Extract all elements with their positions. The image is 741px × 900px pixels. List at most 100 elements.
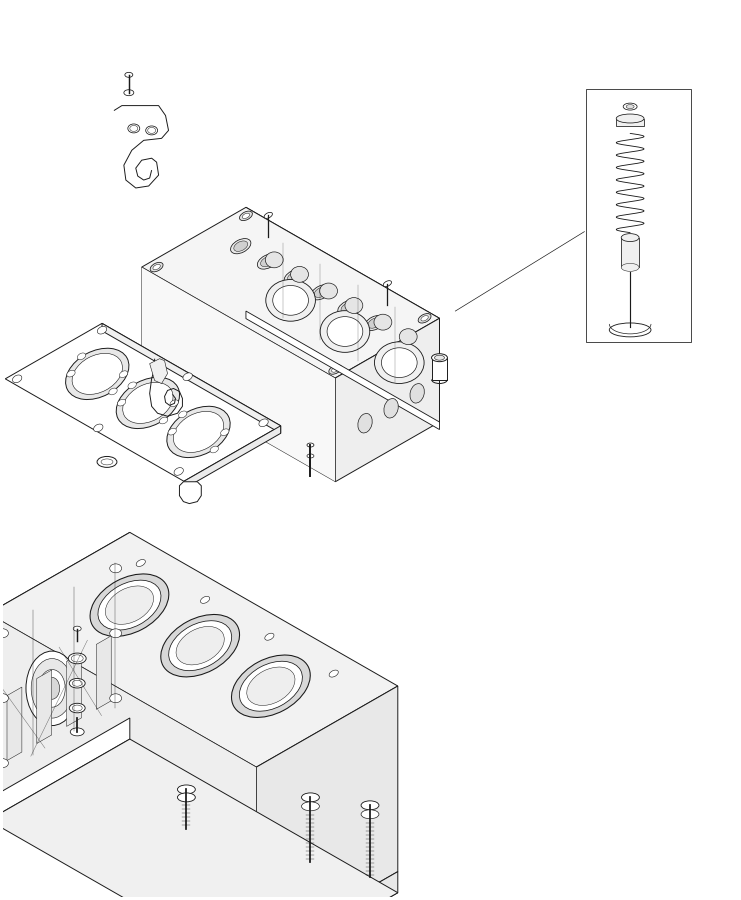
Ellipse shape — [101, 459, 113, 465]
Ellipse shape — [329, 670, 339, 677]
Ellipse shape — [264, 212, 273, 219]
Ellipse shape — [110, 564, 122, 572]
Polygon shape — [7, 687, 22, 760]
Ellipse shape — [418, 313, 431, 323]
Ellipse shape — [119, 371, 127, 377]
Ellipse shape — [159, 417, 167, 424]
Ellipse shape — [13, 375, 21, 382]
Ellipse shape — [358, 413, 372, 433]
Ellipse shape — [284, 269, 305, 284]
Polygon shape — [5, 323, 281, 482]
Polygon shape — [102, 323, 281, 433]
Ellipse shape — [69, 679, 85, 688]
Ellipse shape — [273, 285, 308, 315]
Ellipse shape — [338, 300, 358, 315]
Ellipse shape — [68, 653, 86, 664]
Ellipse shape — [288, 272, 302, 282]
Ellipse shape — [161, 615, 239, 677]
Polygon shape — [256, 686, 398, 900]
Ellipse shape — [0, 694, 8, 703]
Polygon shape — [67, 652, 82, 726]
Ellipse shape — [311, 284, 331, 300]
Ellipse shape — [123, 382, 173, 423]
Ellipse shape — [201, 597, 210, 603]
Ellipse shape — [66, 348, 129, 400]
Ellipse shape — [128, 124, 140, 133]
Polygon shape — [0, 533, 130, 799]
Polygon shape — [0, 614, 256, 900]
Ellipse shape — [168, 428, 176, 435]
Polygon shape — [246, 207, 439, 422]
Ellipse shape — [368, 318, 382, 328]
Polygon shape — [0, 533, 398, 767]
Ellipse shape — [361, 801, 379, 810]
Ellipse shape — [290, 266, 308, 283]
Ellipse shape — [626, 104, 634, 109]
Bar — [586, 89, 691, 342]
Ellipse shape — [259, 418, 268, 427]
Ellipse shape — [169, 621, 232, 670]
Ellipse shape — [176, 626, 225, 665]
Ellipse shape — [257, 254, 278, 269]
Polygon shape — [246, 311, 439, 429]
Ellipse shape — [109, 388, 117, 395]
Ellipse shape — [247, 667, 295, 706]
Ellipse shape — [384, 399, 398, 418]
Ellipse shape — [77, 353, 86, 360]
Ellipse shape — [421, 316, 428, 321]
Ellipse shape — [265, 252, 283, 268]
Ellipse shape — [382, 347, 417, 378]
Ellipse shape — [621, 264, 639, 271]
Ellipse shape — [124, 90, 134, 95]
Ellipse shape — [365, 315, 385, 330]
Ellipse shape — [128, 382, 136, 389]
Ellipse shape — [71, 655, 83, 662]
Ellipse shape — [623, 104, 637, 110]
Ellipse shape — [26, 651, 78, 725]
Ellipse shape — [177, 793, 196, 802]
Polygon shape — [335, 319, 439, 482]
Ellipse shape — [179, 411, 187, 418]
Ellipse shape — [399, 328, 417, 345]
Polygon shape — [142, 267, 335, 482]
Ellipse shape — [167, 406, 230, 457]
Ellipse shape — [230, 238, 251, 254]
Ellipse shape — [174, 468, 183, 475]
Ellipse shape — [110, 694, 122, 703]
Ellipse shape — [374, 314, 392, 330]
Ellipse shape — [183, 373, 193, 381]
Ellipse shape — [177, 785, 196, 794]
Ellipse shape — [73, 705, 82, 711]
Ellipse shape — [93, 424, 103, 432]
Ellipse shape — [307, 443, 314, 447]
Ellipse shape — [361, 810, 379, 819]
Ellipse shape — [319, 284, 337, 299]
Ellipse shape — [69, 703, 85, 713]
Ellipse shape — [147, 128, 156, 133]
Ellipse shape — [0, 759, 8, 768]
Ellipse shape — [331, 367, 339, 373]
Polygon shape — [142, 207, 439, 378]
Ellipse shape — [97, 327, 107, 334]
Ellipse shape — [90, 574, 169, 636]
Ellipse shape — [234, 241, 247, 251]
Polygon shape — [37, 670, 52, 743]
Polygon shape — [96, 635, 111, 709]
Ellipse shape — [302, 802, 319, 811]
Polygon shape — [179, 482, 202, 504]
Ellipse shape — [621, 234, 639, 241]
Ellipse shape — [67, 370, 75, 377]
Ellipse shape — [173, 411, 224, 453]
Ellipse shape — [136, 560, 145, 566]
Ellipse shape — [170, 400, 179, 407]
Ellipse shape — [117, 400, 126, 406]
Ellipse shape — [221, 429, 229, 436]
Ellipse shape — [307, 454, 314, 458]
Ellipse shape — [329, 364, 342, 374]
Ellipse shape — [98, 580, 161, 630]
Ellipse shape — [609, 323, 651, 337]
Ellipse shape — [73, 626, 82, 631]
Ellipse shape — [31, 659, 73, 718]
Ellipse shape — [105, 586, 153, 625]
Ellipse shape — [130, 125, 138, 131]
